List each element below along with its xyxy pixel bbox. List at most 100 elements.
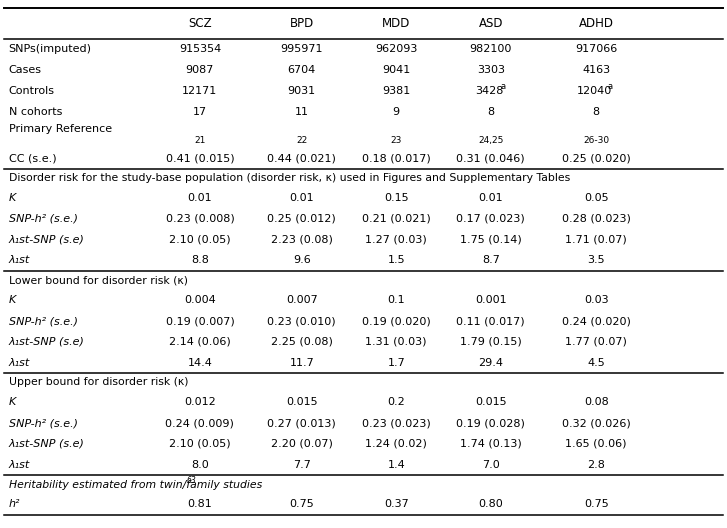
Text: 26-30: 26-30 [583, 136, 609, 145]
Text: Lower bound for disorder risk (κ): Lower bound for disorder risk (κ) [9, 276, 188, 286]
Text: 14.4: 14.4 [188, 357, 212, 367]
Text: 0.21 (0.021): 0.21 (0.021) [362, 214, 430, 224]
Text: 7.0: 7.0 [482, 460, 499, 469]
Text: 0.15: 0.15 [384, 193, 409, 203]
Text: 0.17 (0.023): 0.17 (0.023) [457, 214, 525, 224]
Text: 0.007: 0.007 [286, 295, 318, 305]
Text: 0.25 (0.020): 0.25 (0.020) [562, 154, 630, 164]
Text: 0.01: 0.01 [188, 193, 212, 203]
Text: 0.18 (0.017): 0.18 (0.017) [362, 154, 430, 164]
Text: 1.5: 1.5 [387, 256, 405, 266]
Text: 0.41 (0.015): 0.41 (0.015) [166, 154, 234, 164]
Text: 9: 9 [393, 107, 400, 117]
Text: 1.77 (0.07): 1.77 (0.07) [565, 337, 627, 347]
Text: 1.65 (0.06): 1.65 (0.06) [566, 439, 627, 449]
Text: 0.37: 0.37 [384, 499, 409, 510]
Text: λ₁st: λ₁st [9, 460, 30, 469]
Text: 24,25: 24,25 [478, 136, 503, 145]
Text: λ₁st-SNP (s.e): λ₁st-SNP (s.e) [9, 337, 84, 347]
Text: 7.7: 7.7 [293, 460, 310, 469]
Text: K: K [9, 193, 16, 203]
Text: 0.015: 0.015 [475, 398, 507, 408]
Text: BPD: BPD [289, 17, 314, 30]
Text: 4.5: 4.5 [587, 357, 605, 367]
Text: 29.4: 29.4 [478, 357, 503, 367]
Text: 0.23 (0.010): 0.23 (0.010) [268, 316, 336, 326]
Text: 22: 22 [296, 136, 308, 145]
Text: 917066: 917066 [575, 44, 617, 54]
Text: 0.24 (0.020): 0.24 (0.020) [562, 316, 630, 326]
Text: 11: 11 [294, 107, 309, 117]
Text: 0.03: 0.03 [584, 295, 608, 305]
Text: 6704: 6704 [288, 65, 316, 75]
Text: 1.4: 1.4 [387, 460, 405, 469]
Text: 0.001: 0.001 [475, 295, 507, 305]
Text: 1.79 (0.15): 1.79 (0.15) [460, 337, 521, 347]
Text: 0.80: 0.80 [478, 499, 503, 510]
Text: 8: 8 [487, 107, 494, 117]
Text: 0.25 (0.012): 0.25 (0.012) [268, 214, 336, 224]
Text: 1.71 (0.07): 1.71 (0.07) [566, 235, 627, 245]
Text: 1.74 (0.13): 1.74 (0.13) [460, 439, 521, 449]
Text: 2.8: 2.8 [587, 460, 605, 469]
Text: 0.75: 0.75 [584, 499, 608, 510]
Text: 2.10 (0.05): 2.10 (0.05) [169, 235, 230, 245]
Text: 0.19 (0.020): 0.19 (0.020) [362, 316, 430, 326]
Text: a: a [500, 82, 505, 91]
Text: N cohorts: N cohorts [9, 107, 62, 117]
Text: 2.10 (0.05): 2.10 (0.05) [169, 439, 230, 449]
Text: SNPs(imputed): SNPs(imputed) [9, 44, 92, 54]
Text: 21: 21 [194, 136, 206, 145]
Text: 962093: 962093 [375, 44, 417, 54]
Text: 63: 63 [186, 476, 196, 485]
Text: 0.27 (0.013): 0.27 (0.013) [268, 418, 336, 428]
Text: 0.24 (0.009): 0.24 (0.009) [166, 418, 234, 428]
Text: 2.25 (0.08): 2.25 (0.08) [270, 337, 333, 347]
Text: 1.75 (0.14): 1.75 (0.14) [460, 235, 521, 245]
Text: 17: 17 [193, 107, 207, 117]
Text: 9031: 9031 [288, 86, 316, 96]
Text: SNP-h² (s.e.): SNP-h² (s.e.) [9, 214, 78, 224]
Text: 0.32 (0.026): 0.32 (0.026) [562, 418, 630, 428]
Text: Cases: Cases [9, 65, 41, 75]
Text: 0.28 (0.023): 0.28 (0.023) [562, 214, 630, 224]
Text: 0.012: 0.012 [184, 398, 216, 408]
Text: ADHD: ADHD [579, 17, 614, 30]
Text: 0.11 (0.017): 0.11 (0.017) [457, 316, 525, 326]
Text: λ₁st-SNP (s.e): λ₁st-SNP (s.e) [9, 235, 84, 245]
Text: K: K [9, 398, 16, 408]
Text: 995971: 995971 [281, 44, 323, 54]
Text: 11.7: 11.7 [289, 357, 314, 367]
Text: 0.01: 0.01 [289, 193, 314, 203]
Text: 915354: 915354 [179, 44, 221, 54]
Text: 8.7: 8.7 [482, 256, 499, 266]
Text: 0.23 (0.023): 0.23 (0.023) [362, 418, 430, 428]
Text: 982100: 982100 [470, 44, 512, 54]
Text: Primary Reference: Primary Reference [9, 125, 112, 134]
Text: Controls: Controls [9, 86, 55, 96]
Text: λ₁st: λ₁st [9, 357, 30, 367]
Text: MDD: MDD [382, 17, 411, 30]
Text: h²: h² [9, 499, 20, 510]
Text: 8.8: 8.8 [191, 256, 209, 266]
Text: 8: 8 [593, 107, 600, 117]
Text: 0.19 (0.007): 0.19 (0.007) [166, 316, 234, 326]
Text: 1.7: 1.7 [387, 357, 405, 367]
Text: 3303: 3303 [477, 65, 505, 75]
Text: 0.75: 0.75 [289, 499, 314, 510]
Text: CC (s.e.): CC (s.e.) [9, 154, 57, 164]
Text: 0.19 (0.028): 0.19 (0.028) [457, 418, 525, 428]
Text: Upper bound for disorder risk (κ): Upper bound for disorder risk (κ) [9, 378, 188, 388]
Text: λ₁st-SNP (s.e): λ₁st-SNP (s.e) [9, 439, 84, 449]
Text: 1.24 (0.02): 1.24 (0.02) [365, 439, 427, 449]
Text: 3.5: 3.5 [587, 256, 605, 266]
Text: 9087: 9087 [185, 65, 214, 75]
Text: 1.31 (0.03): 1.31 (0.03) [366, 337, 427, 347]
Text: SNP-h² (s.e.): SNP-h² (s.e.) [9, 418, 78, 428]
Text: 0.01: 0.01 [478, 193, 503, 203]
Text: 2.20 (0.07): 2.20 (0.07) [270, 439, 333, 449]
Text: 0.05: 0.05 [584, 193, 608, 203]
Text: 3428: 3428 [475, 86, 504, 96]
Text: 0.23 (0.008): 0.23 (0.008) [166, 214, 234, 224]
Text: 12040: 12040 [577, 86, 612, 96]
